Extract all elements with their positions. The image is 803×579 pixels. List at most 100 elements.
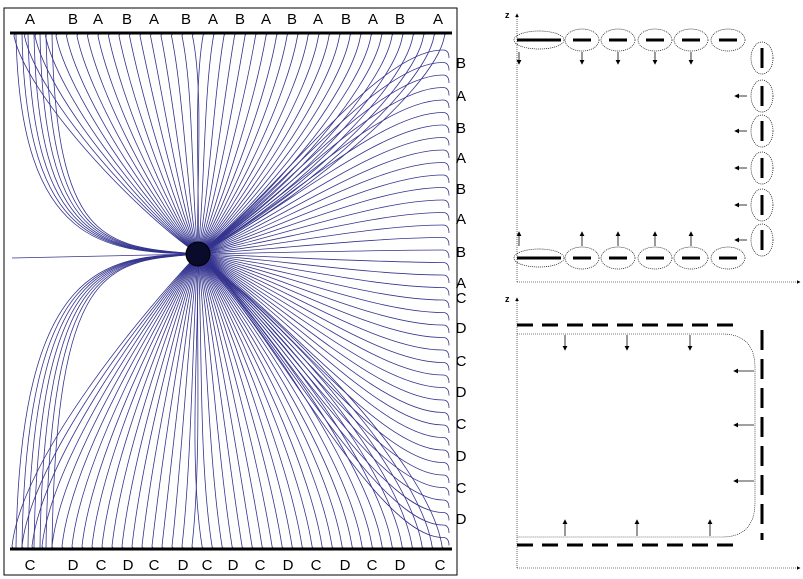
field-line — [197, 253, 450, 359]
bottom-label: C — [311, 557, 322, 574]
field-line — [197, 253, 450, 421]
field-line — [197, 253, 450, 546]
top-label: A — [25, 11, 35, 28]
field-line — [197, 253, 450, 321]
z-axis-label: z — [505, 10, 510, 20]
field-line — [45, 33, 199, 255]
dipole-ellipse — [750, 41, 774, 75]
field-line — [197, 253, 450, 409]
right-label: B — [456, 244, 466, 261]
field-line — [197, 253, 359, 549]
field-line — [45, 33, 199, 255]
top-label: B — [287, 11, 297, 28]
field-line — [45, 253, 199, 549]
right-label: A — [456, 211, 466, 228]
bottom-label: D — [228, 557, 239, 574]
normal-arrows — [562, 335, 754, 536]
bottom-label: D — [178, 557, 189, 574]
field-line — [197, 253, 450, 521]
top-right-diagram: z — [505, 10, 801, 284]
bottom-label: C — [367, 557, 378, 574]
field-line — [197, 253, 450, 471]
field-line — [31, 253, 199, 549]
dipole-ellipse — [750, 223, 774, 257]
field-line — [197, 137, 450, 255]
field-line — [197, 33, 220, 255]
bottom-label: C — [202, 557, 213, 574]
dipole-ellipse — [673, 28, 709, 52]
dipole-ellipse — [710, 246, 746, 270]
right-label: B — [456, 181, 466, 198]
field-line — [11, 253, 199, 259]
field-line — [197, 253, 349, 549]
field-line — [27, 33, 199, 255]
top-label: A — [433, 11, 443, 28]
field-line — [197, 253, 450, 284]
field-line — [97, 33, 199, 255]
field-line — [197, 187, 450, 255]
top-label: B — [341, 11, 351, 28]
right-label: D — [456, 511, 467, 528]
top-label: B — [395, 11, 405, 28]
field-line — [39, 33, 199, 255]
dipole-ellipse — [750, 114, 774, 148]
field-line — [197, 174, 450, 255]
field-line — [33, 33, 199, 255]
panel-border — [3, 7, 458, 576]
dipole-ellipse — [750, 79, 774, 113]
field-line — [197, 253, 450, 396]
field-line — [197, 237, 450, 255]
field-line — [51, 253, 199, 549]
z-axis-label: z — [505, 294, 510, 304]
right-label: A — [456, 88, 466, 105]
field-line — [197, 253, 450, 271]
top-label: A — [368, 11, 378, 28]
field-line — [197, 253, 450, 309]
top-label: A — [208, 11, 218, 28]
bottom-label: D — [283, 557, 294, 574]
bottom-label: D — [123, 557, 134, 574]
field-line — [197, 124, 450, 255]
bottom-label: C — [96, 557, 107, 574]
field-line — [27, 253, 199, 549]
field-line — [197, 253, 450, 484]
dipole-ellipse — [513, 30, 565, 50]
top-label: B — [181, 11, 191, 28]
field-line — [197, 253, 419, 549]
top-label: B — [68, 11, 78, 28]
field-line — [197, 162, 450, 255]
field-line — [15, 253, 199, 549]
dipole-ellipses — [513, 28, 774, 270]
right-label: A — [456, 275, 466, 292]
right-label: B — [456, 120, 466, 137]
dipole-ellipse — [600, 28, 636, 52]
dipole-ellipse — [513, 248, 565, 268]
right-label: C — [456, 416, 467, 433]
right-label: D — [456, 448, 467, 465]
dipole-ellipse — [600, 246, 636, 270]
field-line — [197, 33, 399, 255]
right-label: B — [456, 55, 466, 72]
field-line — [197, 249, 450, 259]
top-label: A — [93, 11, 103, 28]
field-line — [197, 87, 450, 255]
field-line — [197, 62, 450, 255]
dipole-ellipse — [564, 246, 600, 270]
field-line — [61, 253, 199, 549]
field-line — [197, 49, 450, 255]
field-line — [101, 253, 199, 549]
bottom-label: D — [340, 557, 351, 574]
right-label: C — [456, 290, 467, 307]
field-line — [197, 253, 450, 459]
right-label: D — [456, 384, 467, 401]
bottom-label: C — [149, 557, 160, 574]
rounded-domain-outline — [517, 333, 756, 538]
field-line — [141, 253, 199, 549]
bottom-label: C — [25, 557, 36, 574]
field-line — [197, 253, 450, 296]
top-label: A — [261, 11, 271, 28]
field-line — [197, 33, 388, 255]
